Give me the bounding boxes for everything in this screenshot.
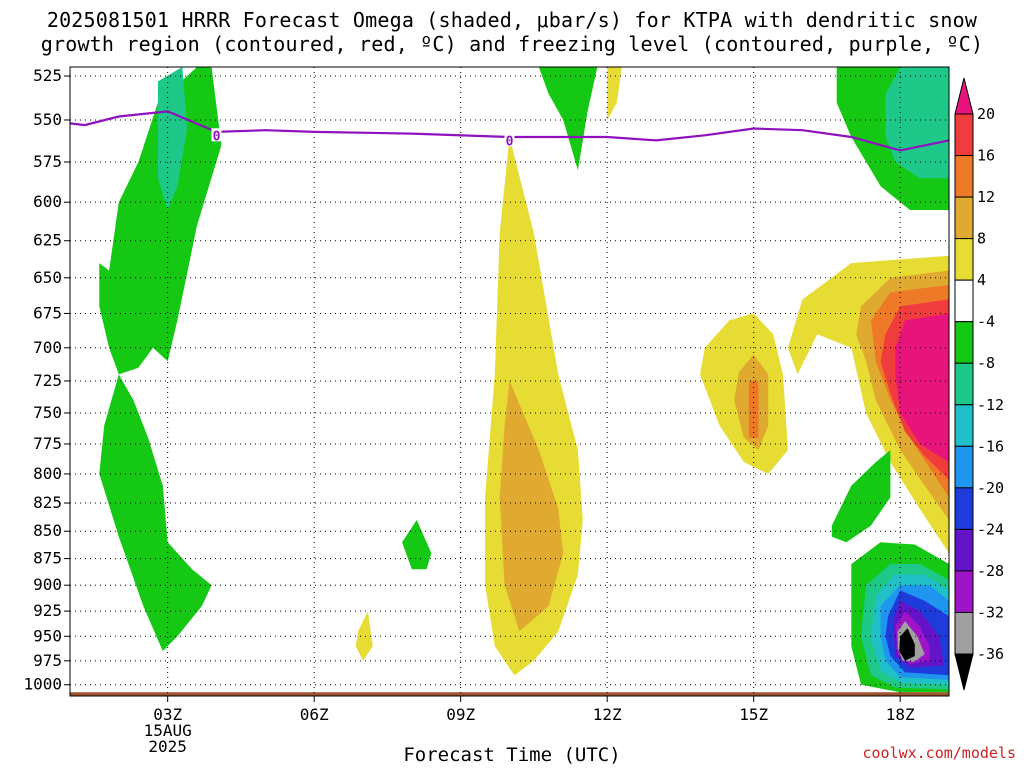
omega-region-magenta-right-edge bbox=[895, 313, 949, 463]
omega-region-green-column-left bbox=[99, 67, 222, 652]
colorbar-swatch bbox=[954, 279, 974, 323]
colorbar-swatch bbox=[954, 611, 974, 655]
colorbar-label: -24 bbox=[977, 520, 1004, 538]
y-tick-label: 625 bbox=[33, 231, 62, 250]
freezing-level-label-bg bbox=[211, 128, 222, 142]
colorbar-label: 12 bbox=[977, 188, 995, 206]
colorbar-bottom-arrow bbox=[954, 653, 974, 691]
y-tick-label: 550 bbox=[33, 110, 62, 129]
colorbar-swatch bbox=[954, 404, 974, 447]
y-tick-label: 675 bbox=[33, 303, 62, 322]
x-axis-label: Forecast Time (UTC) bbox=[403, 744, 621, 766]
x-tick-date: 15AUG bbox=[144, 721, 192, 740]
x-tick-year: 2025 bbox=[148, 737, 187, 756]
y-tick-label: 850 bbox=[33, 521, 62, 540]
chart-title-line1: 2025081501 HRRR Forecast Omega (shaded, … bbox=[46, 8, 978, 32]
freezing-level-label-bg bbox=[504, 133, 515, 147]
colorbar-label: -4 bbox=[977, 313, 995, 331]
y-tick-label: 750 bbox=[33, 403, 62, 422]
y-tick-label: 700 bbox=[33, 338, 62, 357]
colorbar-swatch bbox=[954, 321, 974, 364]
colorbar-swatch bbox=[954, 362, 974, 406]
x-tick-label: 06Z bbox=[300, 705, 329, 724]
omega-region-green-small-mid bbox=[402, 520, 432, 570]
omega-region-yellow-top-mid bbox=[607, 67, 622, 120]
plot-frame bbox=[69, 66, 950, 697]
colorbar-label: -12 bbox=[977, 396, 1004, 414]
colorbar-label: -32 bbox=[977, 603, 1004, 621]
y-tick-label: 825 bbox=[33, 493, 62, 512]
omega-region-green-top-mid bbox=[538, 67, 598, 171]
colorbar-swatch bbox=[954, 155, 974, 198]
y-tick-label: 725 bbox=[33, 371, 62, 390]
colorbar: 20 16 12 8 4 -4 -8 -12 -16 -20 -24 -28 -32 -36 bbox=[954, 77, 1004, 691]
colorbar-label: 4 bbox=[977, 271, 986, 289]
x-tick-label: 12Z bbox=[593, 705, 622, 724]
y-tick-label: 800 bbox=[33, 464, 62, 483]
x-tick-label: 15Z bbox=[739, 705, 768, 724]
y-tick-label: 925 bbox=[33, 601, 62, 620]
omega-region-darkorange-blob-right bbox=[748, 380, 759, 438]
y-tick-label: 650 bbox=[33, 268, 62, 287]
y-tick-label: 900 bbox=[33, 575, 62, 594]
ground-strip bbox=[70, 692, 949, 696]
colorbar-swatch bbox=[954, 445, 974, 489]
colorbar-top-arrow bbox=[954, 77, 974, 115]
credit-text: coolwx.com/models bbox=[862, 744, 1016, 762]
colorbar-swatch bbox=[954, 487, 974, 530]
colorbar-swatch bbox=[954, 113, 974, 157]
omega-region-aqua-left-core bbox=[157, 67, 188, 210]
y-tick-label: 875 bbox=[33, 549, 62, 568]
freezing-level-label: 0 bbox=[213, 129, 221, 144]
colorbar-label: 20 bbox=[977, 105, 995, 123]
ground-layer bbox=[70, 692, 949, 696]
y-axis: 525 550 575 600 625 650 675 700 725 750 775 800 825 8… bbox=[23, 66, 70, 694]
colorbar-label: -16 bbox=[977, 437, 1004, 455]
x-tick-label: 03Z bbox=[153, 705, 182, 724]
omega-shading-layer bbox=[99, 67, 949, 693]
chart-title-line2: growth region (contoured, red, ºC) and f… bbox=[40, 32, 984, 56]
y-tick-label: 525 bbox=[33, 66, 62, 85]
omega-region-yellow-small-lower bbox=[355, 611, 373, 661]
colorbar-label: 16 bbox=[977, 147, 995, 165]
colorbar-label: -36 bbox=[977, 645, 1004, 663]
y-tick-label: 975 bbox=[33, 651, 62, 670]
colorbar-swatch bbox=[954, 570, 974, 613]
colorbar-swatch bbox=[954, 196, 974, 240]
colorbar-label: -28 bbox=[977, 562, 1004, 580]
colorbar-label: -20 bbox=[977, 479, 1004, 497]
y-tick-label: 950 bbox=[33, 626, 62, 645]
colorbar-label: 8 bbox=[977, 230, 986, 248]
y-tick-label: 575 bbox=[33, 152, 62, 171]
x-tick-label: 18Z bbox=[886, 705, 915, 724]
y-tick-label: 775 bbox=[33, 434, 62, 453]
colorbar-swatch bbox=[954, 238, 974, 281]
x-tick-label: 09Z bbox=[446, 705, 475, 724]
chart-title: 2025081501 HRRR Forecast Omega (shaded, … bbox=[0, 8, 1024, 56]
y-tick-label: 600 bbox=[33, 192, 62, 211]
colorbar-swatch bbox=[954, 528, 974, 572]
y-tick-label: 1000 bbox=[23, 675, 62, 694]
omega-region-green-mid-right bbox=[831, 450, 891, 543]
freezing-level-label: 0 bbox=[506, 134, 514, 149]
colorbar-label: -8 bbox=[977, 354, 995, 372]
